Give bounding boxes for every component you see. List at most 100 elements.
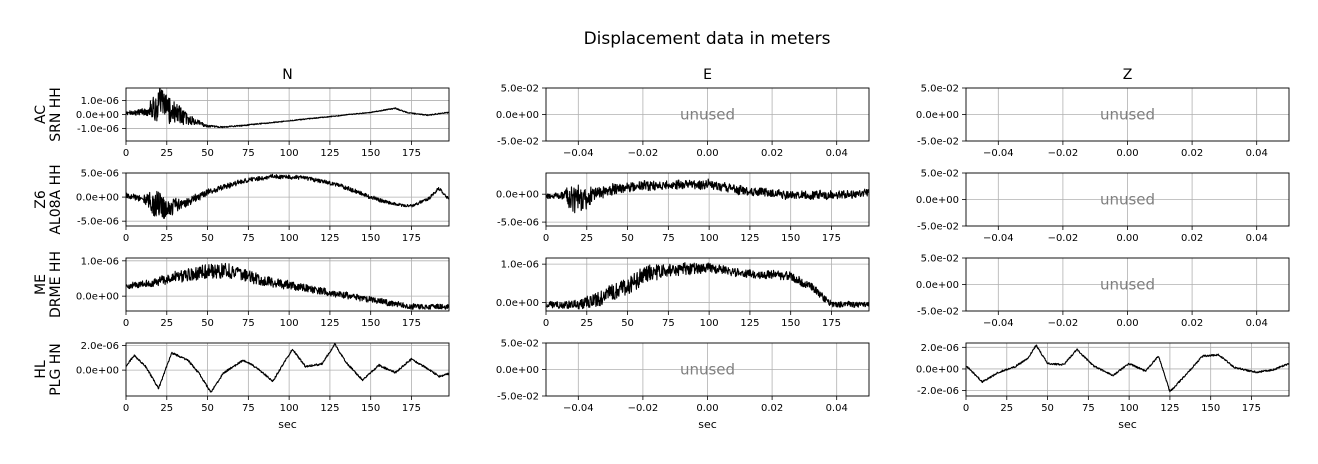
y-tick-label: 5.0e-02 <box>501 339 539 350</box>
x-axis-label: sec <box>698 418 717 431</box>
x-tick-label: 25 <box>1000 403 1013 414</box>
x-tick-label: −0.04 <box>983 148 1014 159</box>
unused-label: unused <box>680 106 735 124</box>
x-tick-label: 0 <box>123 403 129 414</box>
network-label: ME <box>33 274 49 295</box>
x-tick-label: 175 <box>402 148 421 159</box>
x-tick-label: 0.04 <box>826 403 848 414</box>
waveform-trace <box>546 178 869 214</box>
panel-0-2: −0.04 −0.02 0.00 0.02 0.04 5.0e-02 0.0e+00 -5.0… <box>916 84 1290 159</box>
x-tick-label: 125 <box>320 403 339 414</box>
x-tick-label: 175 <box>822 233 841 244</box>
column-title-e: E <box>703 67 712 83</box>
row-label-3: HL PLG HN <box>33 343 64 396</box>
x-tick-label: 50 <box>201 233 214 244</box>
panel-1-0: 0 25 50 75 100 125 150 175 5.0e-06 0.0e+00 -5.0e-0… <box>76 169 450 244</box>
x-tick-label: 125 <box>740 318 759 329</box>
x-tick-label: −0.04 <box>563 148 594 159</box>
network-label: Z6 <box>33 190 49 209</box>
x-tick-label: 75 <box>242 403 255 414</box>
x-tick-label: 125 <box>740 233 759 244</box>
y-tick-label: 5.0e-06 <box>81 169 119 180</box>
axes-frame <box>965 257 1290 312</box>
x-tick-label: 100 <box>280 403 299 414</box>
panel-3-2: 0 25 50 75 100 125 150 175 2.0e-06 0.0e+00 -2.0e-0… <box>916 342 1290 431</box>
panel-2-2: −0.04 −0.02 0.00 0.02 0.04 5.0e-02 0.0e+00 -5.0… <box>916 254 1290 329</box>
station-label: SRN HH <box>48 87 64 142</box>
y-tick-label: 0.0e+00 <box>496 365 539 376</box>
panel-2-0: 0 25 50 75 100 125 150 175 1.0e-06 0.0e+00 <box>76 256 450 329</box>
y-tick-label: 0.0e+00 <box>916 195 959 206</box>
x-tick-label: 100 <box>700 233 719 244</box>
panel-0-1: −0.04 −0.02 0.00 0.02 0.04 5.0e-02 0.0e+00 -5.0… <box>496 84 870 159</box>
network-label: AC <box>33 105 49 124</box>
x-tick-label: −0.02 <box>1048 318 1079 329</box>
x-tick-label: 150 <box>361 148 380 159</box>
x-tick-label: 175 <box>402 318 421 329</box>
x-axis-label: sec <box>1118 418 1137 431</box>
x-tick-label: 75 <box>242 148 255 159</box>
x-tick-label: 0 <box>543 233 549 244</box>
y-tick-label: -5.0e-06 <box>497 218 539 229</box>
x-tick-label: 150 <box>781 233 800 244</box>
station-label: DRME HH <box>48 251 64 318</box>
x-tick-label: 0.00 <box>696 403 718 414</box>
y-tick-label: 0.0e+00 <box>916 110 959 121</box>
x-tick-label: −0.04 <box>983 233 1014 244</box>
network-label: HL <box>33 360 49 379</box>
axes-frame <box>965 342 1290 397</box>
x-tick-label: 50 <box>201 318 214 329</box>
row-label-2: ME DRME HH <box>33 251 64 318</box>
x-tick-label: 150 <box>361 318 380 329</box>
x-axis-label: sec <box>278 418 297 431</box>
y-tick-label: -5.0e-06 <box>77 217 119 228</box>
y-tick-label: 2.0e-06 <box>81 341 119 352</box>
y-tick-label: 0.0e+00 <box>496 190 539 201</box>
row-label-1: Z6 AL08A HH <box>33 164 64 234</box>
y-tick-label: 0.0e+00 <box>76 193 119 204</box>
y-tick-label: 5.0e-02 <box>921 169 959 180</box>
x-tick-label: 75 <box>662 233 675 244</box>
x-tick-label: −0.02 <box>1048 148 1079 159</box>
axes-frame <box>125 257 450 312</box>
x-tick-label: 75 <box>242 233 255 244</box>
waveform-trace <box>126 262 449 310</box>
x-tick-label: 0.02 <box>1181 233 1203 244</box>
x-tick-label: 0.00 <box>1116 318 1138 329</box>
x-tick-label: 25 <box>160 233 173 244</box>
y-tick-label: 5.0e-02 <box>921 254 959 265</box>
x-tick-label: 0.04 <box>1246 318 1268 329</box>
x-tick-label: 0 <box>963 403 969 414</box>
row-label-0: AC SRN HH <box>33 87 64 142</box>
x-tick-label: 150 <box>781 318 800 329</box>
axes-frame <box>965 172 1290 227</box>
x-tick-label: 0.00 <box>1116 148 1138 159</box>
y-tick-label: 5.0e-02 <box>501 84 539 95</box>
x-tick-label: 150 <box>361 403 380 414</box>
y-tick-label: 0.0e+00 <box>496 298 539 309</box>
x-tick-label: 175 <box>1242 403 1261 414</box>
x-tick-label: 100 <box>700 318 719 329</box>
y-tick-label: 0.0e+00 <box>916 364 959 375</box>
x-tick-label: 0.04 <box>826 148 848 159</box>
panel-2-1: 0 25 50 75 100 125 150 175 1.0e-06 0.0e+00 <box>496 257 870 329</box>
x-tick-label: 50 <box>621 233 634 244</box>
y-tick-label: -2.0e-06 <box>917 386 959 397</box>
x-tick-label: 75 <box>242 318 255 329</box>
y-tick-label: -5.0e-02 <box>497 392 539 403</box>
x-tick-label: 0.04 <box>1246 233 1268 244</box>
x-tick-label: 175 <box>822 318 841 329</box>
x-tick-label: −0.02 <box>1048 233 1079 244</box>
y-tick-label: 1.0e-06 <box>501 260 539 271</box>
y-tick-label: -1.0e-06 <box>77 124 119 135</box>
panel-1-2: −0.04 −0.02 0.00 0.02 0.04 5.0e-02 0.0e+00 -5.0… <box>916 169 1290 244</box>
panel-3-0: 0 25 50 75 100 125 150 175 2.0e-06 0.0e+00 sec <box>76 341 450 431</box>
x-tick-label: 100 <box>280 148 299 159</box>
x-tick-label: 100 <box>280 233 299 244</box>
x-tick-label: 75 <box>1082 403 1095 414</box>
unused-label: unused <box>1100 276 1155 294</box>
y-tick-label: 0.0e+00 <box>76 366 119 377</box>
x-tick-label: 50 <box>621 318 634 329</box>
y-tick-label: 1.0e-06 <box>81 96 119 107</box>
y-tick-label: 2.0e-06 <box>921 343 959 354</box>
